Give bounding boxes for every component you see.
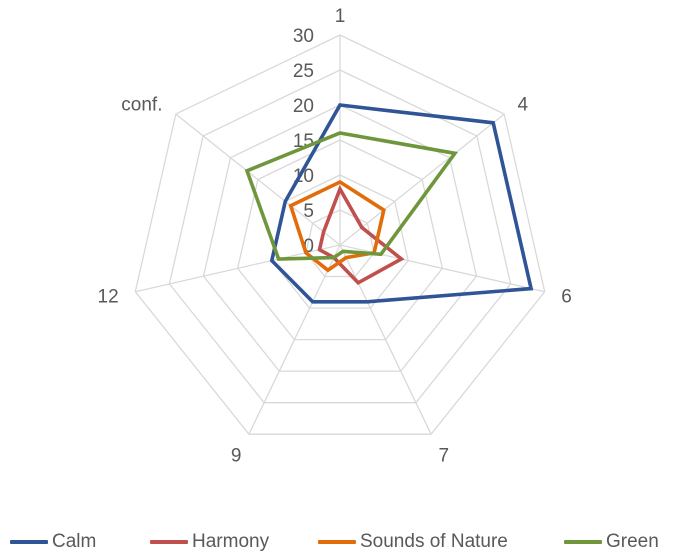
r-tick-label: 20 (293, 96, 314, 117)
series-harmony-line (317, 184, 405, 286)
grid-spoke (175, 113, 341, 246)
category-label: 7 (439, 446, 450, 467)
r-tick-label: 30 (293, 26, 314, 47)
category-label: conf. (121, 95, 162, 116)
legend-label: Green (606, 531, 659, 552)
category-label: 1 (335, 6, 346, 27)
r-tick-label: 0 (303, 236, 314, 257)
category-label: 6 (561, 287, 572, 308)
category-label: 12 (98, 287, 119, 308)
legend-item: Sounds of Nature (318, 528, 508, 556)
grid-ring (168, 69, 512, 404)
legend-label: Sounds of Nature (360, 531, 508, 552)
series-green-line (244, 131, 459, 261)
grid-spoke (248, 244, 341, 435)
legend-label: Calm (52, 531, 97, 552)
legend-swatch (10, 540, 48, 544)
grid-ring (134, 34, 546, 435)
series-lines (244, 103, 534, 304)
r-tick-label: 5 (303, 201, 314, 222)
series-calm-line (269, 103, 534, 304)
r-tick-label: 25 (293, 61, 314, 82)
grid-spoke (339, 113, 505, 246)
category-label: 9 (231, 446, 242, 467)
category-label: 4 (518, 95, 529, 116)
legend: Calm Harmony Sounds of Nature Green (0, 528, 685, 556)
series-sounds-of-nature-line (288, 179, 386, 273)
grid-ring (305, 209, 375, 278)
legend-item: Harmony (150, 528, 269, 556)
legend-item: Green (564, 528, 659, 556)
legend-label: Harmony (192, 531, 270, 552)
legend-swatch (564, 540, 602, 544)
category-labels: 1 4 6 7 9 12 conf. (98, 6, 572, 467)
grid-spoke (339, 244, 432, 435)
legend-swatch (150, 540, 188, 544)
legend-swatch (318, 540, 356, 544)
grid-ring (202, 104, 478, 372)
radar-grid (134, 34, 546, 435)
legend-item: Calm (10, 528, 96, 556)
